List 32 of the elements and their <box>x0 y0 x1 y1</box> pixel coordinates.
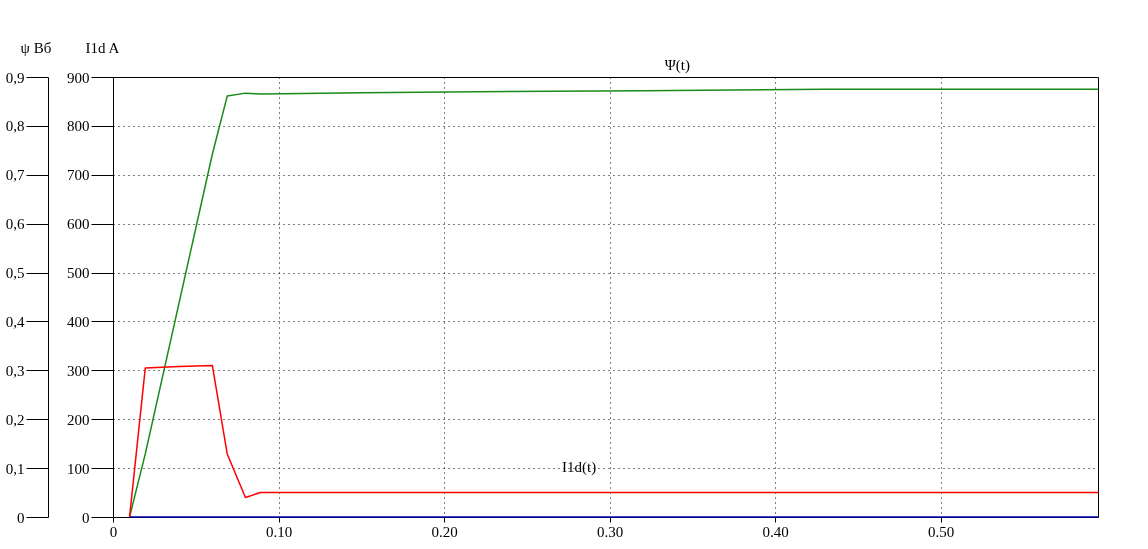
x-tick-label: 0 <box>109 523 118 540</box>
y-tick-label: 0,5 <box>5 265 25 282</box>
y-tick-label: 0,4 <box>5 313 25 330</box>
x-tick-label: 0.40 <box>762 523 789 540</box>
y3-axis-title: I1d A <box>85 39 120 56</box>
y-tick-label: 0,1 <box>5 460 25 477</box>
y-tick-label: 0,7 <box>5 167 25 184</box>
y3-tick-label: 300 <box>67 362 90 379</box>
x-tick-label: 0.20 <box>431 523 458 540</box>
x-tick-label: 0.50 <box>928 523 955 540</box>
y3-tick-label: 700 <box>67 167 90 184</box>
y3-tick-label: 400 <box>67 313 90 330</box>
y3-tick-label: 0 <box>82 509 90 526</box>
y-tick-label: 0 <box>17 509 25 526</box>
annotation: Ψ(t) <box>664 56 690 74</box>
y3-tick-label: 500 <box>67 265 90 282</box>
y3-tick-label: 800 <box>67 118 90 135</box>
y-axis-title: ψ Вб <box>20 39 52 56</box>
line-series <box>128 364 1099 518</box>
y-tick-label: 0,2 <box>5 411 25 428</box>
x-tick-label: 0.30 <box>597 523 624 540</box>
y-tick-label: 0,8 <box>5 118 25 135</box>
y-tick-label: 0,6 <box>5 216 25 233</box>
y3-tick-label: 100 <box>67 460 90 477</box>
y-tick-label: 0,3 <box>5 362 25 379</box>
annotation: I1d(t) <box>562 458 597 476</box>
y-tick-label: 0,9 <box>5 69 25 86</box>
y3-tick-label: 600 <box>67 216 90 233</box>
x-tick-label: 0.10 <box>265 523 293 540</box>
y3-tick-label: 900 <box>67 69 90 86</box>
line-series <box>128 88 1099 518</box>
y3-tick-label: 200 <box>67 411 90 428</box>
